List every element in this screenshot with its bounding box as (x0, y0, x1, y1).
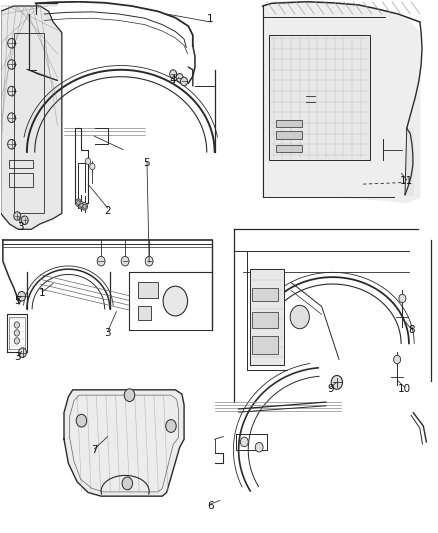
Bar (138, 306, 151, 320)
Circle shape (331, 375, 343, 389)
Text: 3: 3 (14, 352, 21, 362)
Bar (269, 35, 370, 160)
Circle shape (18, 348, 26, 358)
Circle shape (75, 199, 81, 206)
Circle shape (290, 305, 309, 329)
Text: 5: 5 (144, 158, 150, 168)
Text: 7: 7 (91, 445, 98, 455)
Circle shape (76, 414, 87, 427)
Circle shape (14, 330, 19, 336)
Circle shape (255, 442, 263, 452)
Bar (138, 282, 158, 298)
Circle shape (85, 158, 91, 165)
Circle shape (18, 292, 25, 301)
Circle shape (83, 204, 86, 208)
Text: 6: 6 (207, 500, 214, 511)
Circle shape (78, 201, 85, 209)
Circle shape (14, 212, 21, 220)
Text: 1: 1 (39, 288, 46, 298)
Circle shape (77, 200, 80, 205)
Bar (276, 120, 302, 127)
Text: 3: 3 (104, 328, 111, 338)
Bar (276, 145, 302, 152)
Polygon shape (1, 6, 62, 229)
Circle shape (170, 70, 177, 78)
Circle shape (176, 74, 183, 82)
Circle shape (145, 256, 153, 266)
Bar (252, 288, 278, 301)
Circle shape (166, 419, 176, 432)
Circle shape (122, 477, 133, 490)
Text: 1: 1 (207, 14, 214, 25)
Circle shape (124, 389, 135, 401)
Circle shape (8, 86, 15, 96)
Circle shape (240, 437, 248, 447)
Bar (276, 132, 302, 139)
Circle shape (80, 203, 83, 207)
Circle shape (8, 140, 15, 149)
Text: 8: 8 (408, 325, 414, 335)
Circle shape (399, 294, 406, 303)
Circle shape (97, 256, 105, 266)
Text: 2: 2 (104, 206, 111, 216)
Circle shape (8, 38, 15, 48)
Circle shape (8, 113, 15, 123)
Circle shape (8, 60, 15, 69)
Circle shape (21, 216, 28, 224)
Bar (14, 33, 44, 213)
Circle shape (180, 77, 187, 86)
Bar (10, 160, 33, 168)
Text: 5: 5 (14, 296, 21, 306)
Circle shape (81, 203, 88, 210)
Bar (250, 269, 285, 365)
Bar (252, 336, 278, 354)
Circle shape (90, 164, 95, 169)
Text: 9: 9 (327, 384, 334, 394)
Text: 10: 10 (398, 384, 411, 394)
Bar (252, 312, 278, 328)
Polygon shape (263, 2, 420, 203)
Circle shape (163, 286, 187, 316)
Circle shape (14, 322, 19, 328)
Text: 3: 3 (17, 222, 24, 232)
Bar (10, 173, 33, 187)
Text: 4: 4 (170, 76, 177, 85)
Circle shape (121, 256, 129, 266)
Polygon shape (64, 390, 184, 496)
Circle shape (14, 338, 19, 344)
Circle shape (394, 356, 401, 364)
Text: 11: 11 (400, 176, 413, 187)
